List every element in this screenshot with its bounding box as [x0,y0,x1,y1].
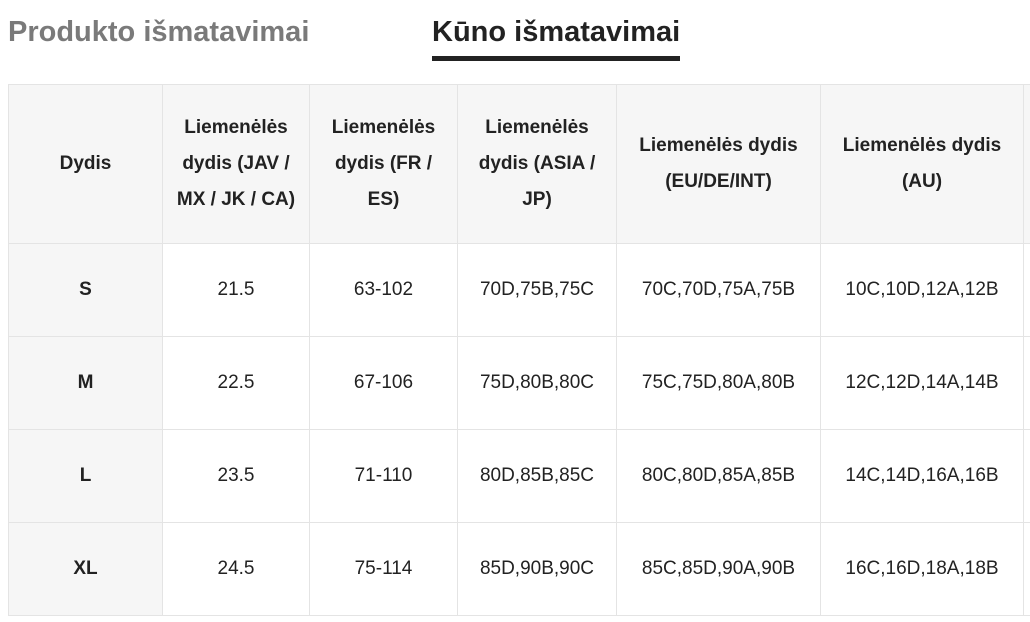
table-cell: 75-114 [309,522,458,616]
column-header: Dydis [8,84,163,244]
table-cell: 10C,10D,12A,12B [820,243,1024,337]
table-cell [1023,336,1030,430]
table-cell: 70D,75B,75C [457,243,617,337]
table-cell: 85D,90B,90C [457,522,617,616]
table-cell: 23.5 [162,429,310,523]
table-cell: 12C,12D,14A,14B [820,336,1024,430]
table-cell: 24.5 [162,522,310,616]
table-row: S 21.5 63-102 70D,75B,75C 70C,70D,75A,75B 10C… [8,243,1030,337]
table-cell: 85C,85D,90A,90B [616,522,821,616]
table-cell: 16C,16D,18A,18B [820,522,1024,616]
table-header-row: Dydis Liemenėlės dydis (JAV / MX / JK / C… [8,84,1030,244]
column-header: Liemenėlės dydis (EU/DE/INT) [616,84,821,244]
table-cell [1023,243,1030,337]
table-cell: 75D,80B,80C [457,336,617,430]
table-cell: 70C,70D,75A,75B [616,243,821,337]
table-cell [1023,429,1030,523]
column-header [1023,84,1030,244]
table-row: L 23.5 71-110 80D,85B,85C 80C,80D,85A,85B 14C… [8,429,1030,523]
table-cell: 63-102 [309,243,458,337]
size-cell: M [8,336,163,430]
table-cell: 21.5 [162,243,310,337]
size-cell: S [8,243,163,337]
table-cell: 80D,85B,85C [457,429,617,523]
table-cell [1023,522,1030,616]
table-cell: 14C,14D,16A,16B [820,429,1024,523]
tab-product-measurements[interactable]: Produkto išmatavimai [8,16,310,48]
column-header: Liemenėlės dydis (FR / ES) [309,84,458,244]
size-cell: XL [8,522,163,616]
column-header: Liemenėlės dydis (ASIA / JP) [457,84,617,244]
table-row: XL 24.5 75-114 85D,90B,90C 85C,85D,90A,90B 16… [8,522,1030,616]
table-cell: 67-106 [309,336,458,430]
table-cell: 80C,80D,85A,85B [616,429,821,523]
table-cell: 22.5 [162,336,310,430]
tab-body-measurements[interactable]: Kūno išmatavimai [432,14,681,61]
table-row: M 22.5 67-106 75D,80B,80C 75C,75D,80A,80B 12C… [8,336,1030,430]
column-header: Liemenėlės dydis (JAV / MX / JK / CA) [162,84,310,244]
column-header: Liemenėlės dydis (AU) [820,84,1024,244]
table-cell: 71-110 [309,429,458,523]
size-cell: L [8,429,163,523]
size-table: Dydis Liemenėlės dydis (JAV / MX / JK / C… [8,84,1030,616]
table-cell: 75C,75D,80A,80B [616,336,821,430]
